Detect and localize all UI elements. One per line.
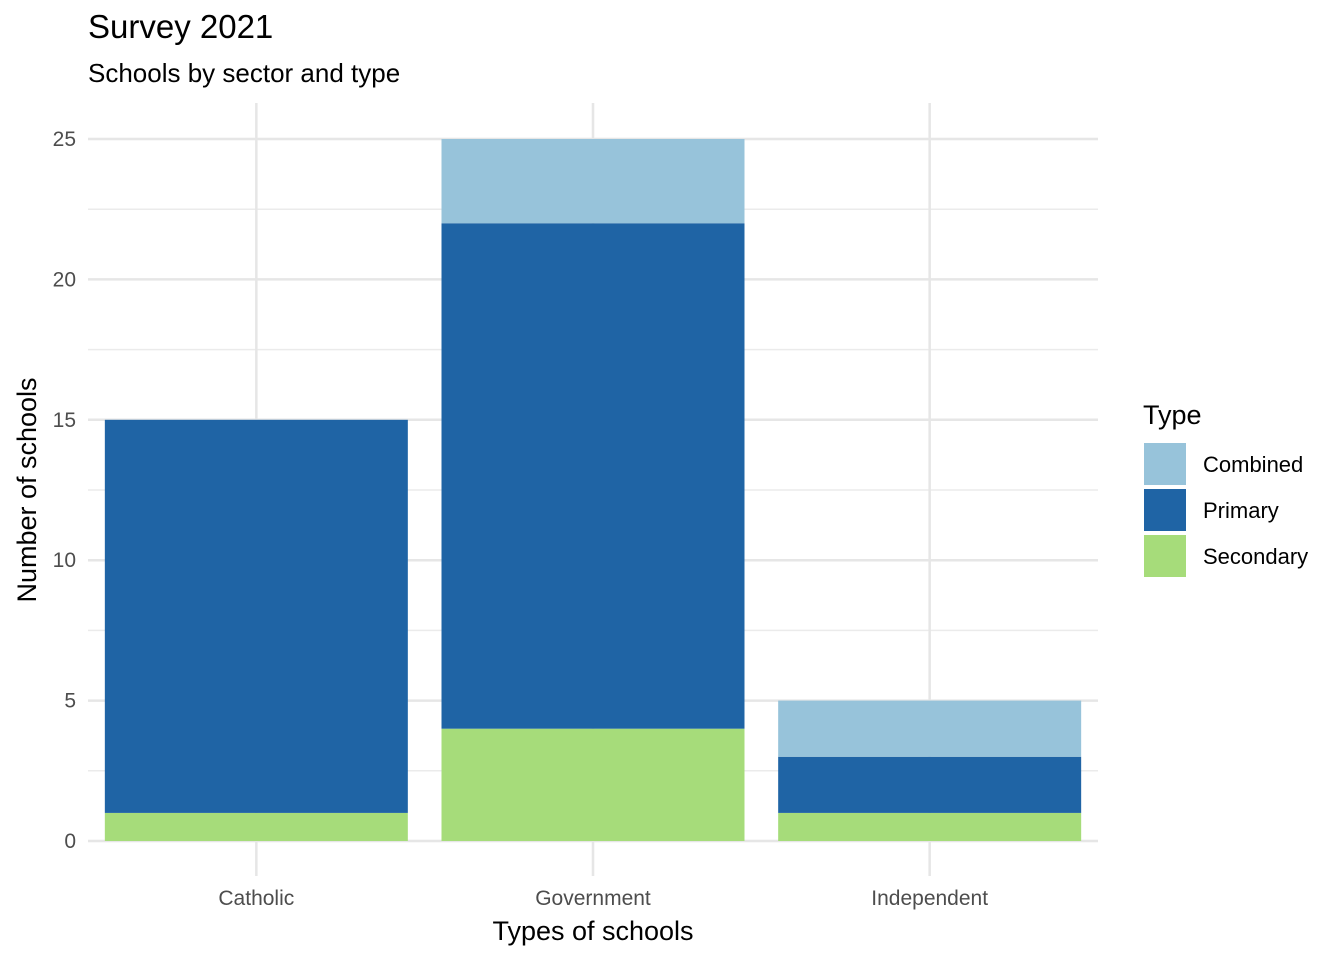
y-tick-label: 25 xyxy=(53,128,76,151)
bar-government-combined xyxy=(441,139,745,224)
y-tick-label: 20 xyxy=(53,268,76,291)
x-axis-title: Types of schools xyxy=(492,916,693,946)
chart-subtitle: Schools by sector and type xyxy=(88,58,401,88)
y-tick-label: 10 xyxy=(53,549,76,572)
bar-independent-primary xyxy=(778,756,1082,813)
y-axis-title: Number of schools xyxy=(12,377,42,602)
bar-independent-combined xyxy=(778,700,1082,757)
legend-label-combined: Combined xyxy=(1203,452,1303,477)
x-tick-label: Government xyxy=(535,887,651,910)
y-axis-ticks: 0 5 10 15 20 25 xyxy=(53,128,76,853)
legend: Type Combined Primary Secondary xyxy=(1143,400,1308,577)
y-tick-label: 15 xyxy=(53,409,76,432)
legend-swatch-combined xyxy=(1144,443,1186,485)
chart-title: Survey 2021 xyxy=(88,8,274,45)
bar-government-primary xyxy=(441,223,745,729)
legend-swatch-primary xyxy=(1144,489,1186,531)
legend-swatch-secondary xyxy=(1144,535,1186,577)
bars xyxy=(104,139,1082,841)
x-tick-label: Catholic xyxy=(218,887,294,910)
bar-catholic-secondary xyxy=(104,812,408,841)
bar-independent-secondary xyxy=(778,812,1082,841)
x-axis-ticks: Catholic Government Independent xyxy=(218,887,988,910)
legend-label-secondary: Secondary xyxy=(1203,544,1308,569)
x-tick-label: Independent xyxy=(871,887,988,910)
y-tick-label: 0 xyxy=(64,830,76,853)
legend-title: Type xyxy=(1143,400,1202,430)
legend-label-primary: Primary xyxy=(1203,498,1279,523)
bar-catholic-primary xyxy=(104,419,408,813)
bar-government-secondary xyxy=(441,728,745,841)
y-tick-label: 5 xyxy=(64,690,76,713)
